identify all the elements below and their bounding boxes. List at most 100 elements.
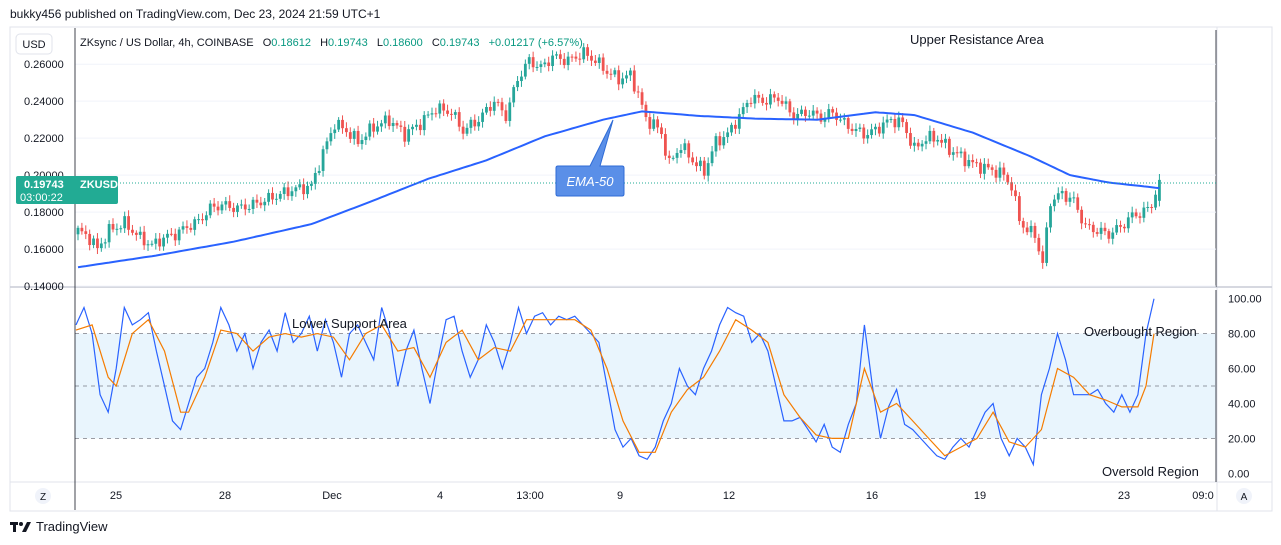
candle-body [376, 126, 379, 132]
candle-body [1068, 197, 1072, 202]
candle-body [345, 128, 348, 133]
candle-body [352, 130, 356, 139]
candle-body [566, 56, 570, 66]
candle-body [500, 102, 504, 111]
time-tick-label: 28 [219, 490, 231, 502]
candle-body [679, 150, 683, 153]
candle-body [1029, 225, 1033, 233]
candle-body [107, 224, 111, 243]
candle-body [527, 57, 531, 64]
stoch-d-line [75, 318, 1155, 457]
auto-scale-button[interactable]: A [1236, 488, 1252, 504]
time-tick-label: 13:00 [516, 490, 544, 502]
candle-body [372, 123, 376, 132]
candle-body [391, 123, 395, 127]
candle-body [496, 101, 500, 103]
candle-body [341, 119, 344, 129]
candle-body [979, 162, 982, 174]
candle-body [407, 129, 411, 142]
currency-button[interactable]: USD [15, 33, 53, 55]
candle-body [590, 55, 593, 61]
candle-body [103, 242, 107, 244]
candle-body [776, 97, 780, 101]
candle-body [1088, 224, 1091, 226]
candle-body [1052, 199, 1056, 207]
candle-body [990, 167, 994, 170]
candle-body [928, 130, 932, 142]
ema-callout[interactable]: EMA-50 [555, 119, 625, 197]
candle-body [625, 75, 628, 79]
candle-body [924, 141, 928, 144]
candle-body [613, 70, 617, 75]
candle-body [232, 207, 235, 212]
candle-body [699, 160, 702, 167]
candle-body [204, 215, 208, 221]
candle-body [531, 57, 535, 68]
chart-frame [9, 26, 1273, 512]
candle-body [769, 94, 772, 105]
candle-body [96, 238, 99, 249]
candle-body [395, 123, 399, 126]
candle-body [306, 185, 309, 195]
currency-label: USD [22, 39, 45, 51]
candle-body [1150, 207, 1154, 209]
candle-body [986, 163, 990, 168]
candle-body [971, 159, 975, 163]
candle-body [220, 204, 224, 211]
candle-body [403, 126, 407, 142]
candle-body [418, 124, 422, 131]
candle-body [578, 58, 582, 60]
candle-body [154, 238, 158, 244]
price-tick-label: 0.22000 [24, 133, 64, 145]
candle-body [88, 233, 92, 246]
candle-body [80, 227, 84, 232]
candle-body [1014, 190, 1017, 197]
time-tick-label: 25 [110, 490, 122, 502]
candle-body [212, 203, 216, 207]
price-axis-ticks: 0.260000.240000.220000.200000.180000.160… [24, 59, 64, 293]
candle-body [819, 113, 823, 122]
candle-body [185, 226, 189, 228]
candle-body [885, 119, 889, 123]
candle-body [166, 233, 169, 238]
stoch-tick-label: 100.00 [1228, 294, 1262, 306]
time-tick-label: 19 [974, 490, 986, 502]
candle-body [597, 57, 601, 63]
candle-body [465, 127, 469, 134]
candle-body [197, 219, 200, 221]
candle-body [761, 97, 765, 103]
candle-body [1076, 197, 1080, 210]
candle-body [399, 125, 403, 127]
candle-body [446, 110, 449, 114]
candle-body [438, 103, 442, 114]
candle-body [169, 233, 173, 235]
candle-body [667, 155, 671, 158]
upper-resistance-label: Upper Resistance Area [910, 32, 1044, 47]
candle-body [348, 132, 352, 139]
candle-body [1049, 206, 1052, 228]
candle-body [430, 113, 434, 115]
candle-body [321, 149, 325, 171]
candle-body [687, 143, 691, 158]
candle-body [975, 162, 978, 164]
candle-body [189, 227, 193, 230]
candle-body [745, 102, 749, 108]
footer-brand[interactable]: TradingView [10, 519, 108, 534]
candle-body [387, 115, 391, 127]
candle-body [558, 54, 562, 59]
publisher-header: bukky456 published on TradingView.com, D… [10, 7, 381, 21]
candle-body [539, 64, 543, 67]
lower-support-label: Lower Support Area [292, 316, 408, 331]
timezone-button[interactable]: Z [35, 488, 51, 504]
svg-text:A: A [1241, 492, 1248, 503]
candle-body [586, 47, 589, 56]
candle-body [1138, 216, 1142, 218]
candle-body [628, 70, 632, 76]
candle-body [1041, 251, 1045, 263]
candle-body [302, 184, 306, 195]
candle-body [582, 47, 586, 60]
candle-body [255, 199, 259, 203]
candle-body [804, 109, 807, 117]
candle-body [944, 138, 947, 143]
